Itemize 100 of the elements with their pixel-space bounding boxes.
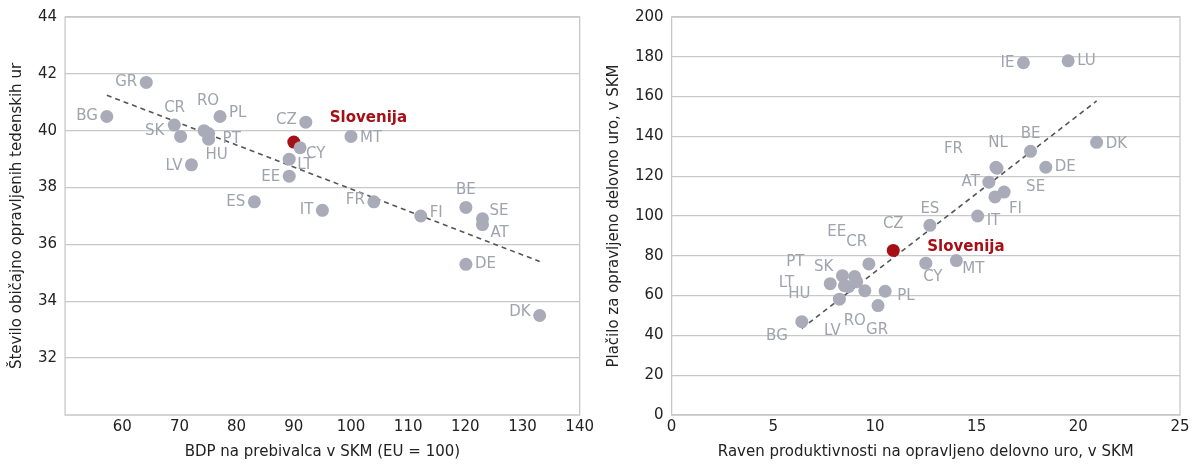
point [982,175,996,189]
annotation: GR [115,72,138,91]
annotation: DE [474,254,496,273]
annotation: IE [1000,52,1015,71]
y-tick-label: 44 [37,6,58,25]
point [862,257,876,271]
x-tick-label: 120 [451,416,480,435]
y-tick-label: 38 [37,177,58,196]
point [533,309,547,322]
point [293,141,307,155]
annotation: FR [943,139,963,158]
annotation: SK [814,256,835,275]
y-axis-title: Plačilo za opravljeno delovno uro, v SKM [603,64,622,368]
y-tick-label: 40 [37,120,58,139]
point [988,190,1002,204]
point [823,277,837,291]
point [1024,144,1038,158]
point [1090,135,1104,149]
x-tick-label: 5 [768,416,779,435]
y-tick-label: 80 [644,245,664,264]
x-tick-label: 140 [565,416,595,435]
annotation: BE [456,180,476,199]
x-tick-label: 25 [1170,416,1190,435]
annotation: ES [920,199,940,218]
point [919,256,933,270]
point [414,209,428,223]
annotation: DK [1105,134,1129,153]
y-tick-label: 180 [634,46,664,65]
point [848,270,862,283]
annotation: CZ [276,110,297,129]
y-tick-label: 36 [37,234,58,253]
point [167,118,181,132]
annotation: DE [1054,157,1076,176]
point [878,284,892,298]
point [247,195,261,209]
y-tick-label: 60 [644,285,664,304]
point [871,299,885,313]
annotation: DK [509,302,532,321]
annotation: FI [1008,198,1023,217]
x-tick-label: 70 [169,416,189,435]
annotation: CZ [882,213,904,232]
point [886,243,900,257]
annotation: EE [827,222,847,241]
point [344,129,358,143]
annotation: IT [299,200,315,219]
annotation: NL [988,133,1009,152]
annotation: PL [897,286,916,305]
point [299,115,313,129]
annotation: PT [222,129,242,148]
annotation: MT [359,128,383,147]
y-tick-label: 32 [37,348,58,367]
x-tick-label: 0 [666,416,677,435]
point [795,315,809,329]
y-tick-label: 20 [644,365,664,384]
y-tick-label: 200 [634,6,664,25]
y-tick-label: 40 [644,325,664,344]
annotation: CY [923,267,944,286]
annotation: LV [165,155,184,174]
annotation: FR [345,189,365,208]
point [949,254,963,268]
annotation: BG [76,106,98,125]
point [1061,54,1075,68]
annotation: GR [866,320,889,339]
annotation: RO [843,310,866,329]
annotation: EE [261,167,281,186]
y-axis-title: Število običajno opravljenih tedenskih ur [5,62,25,370]
series-label: Slovenija [927,237,1005,256]
point [858,284,872,298]
point [100,110,114,123]
point [1039,160,1053,174]
annotation: BE [1020,124,1041,143]
annotation: PT [786,251,806,270]
x-tick-label: 80 [227,416,247,435]
annotation: AT [490,223,510,242]
point [367,195,381,209]
annotation: ES [226,191,246,210]
point [282,152,296,166]
point [1016,56,1030,70]
annotation: SE [489,200,509,219]
x-tick-label: 20 [1068,416,1088,435]
point [315,203,329,217]
y-tick-label: 0 [654,404,664,423]
y-tick-label: 100 [634,205,664,224]
annotation: LV [823,321,842,340]
annotation: RO [196,90,220,109]
point [174,129,188,143]
x-axis-title: Raven produktivnosti na opravljeno delovno uro, v SKM [717,441,1134,460]
text: Slovenija [329,107,408,126]
x-tick-label: 60 [112,416,132,435]
x-tick-label: 110 [393,416,423,435]
point [282,169,296,183]
annotation: SE [1026,177,1046,196]
annotation: HU [205,145,228,164]
x-tick-label: 10 [865,416,885,435]
annotation: PL [229,103,248,122]
annotation: BG [766,325,788,344]
x-tick-label: 100 [336,416,366,435]
y-tick-label: 42 [37,63,58,82]
annotation: CR [846,231,868,250]
y-tick-label: 34 [37,291,58,310]
